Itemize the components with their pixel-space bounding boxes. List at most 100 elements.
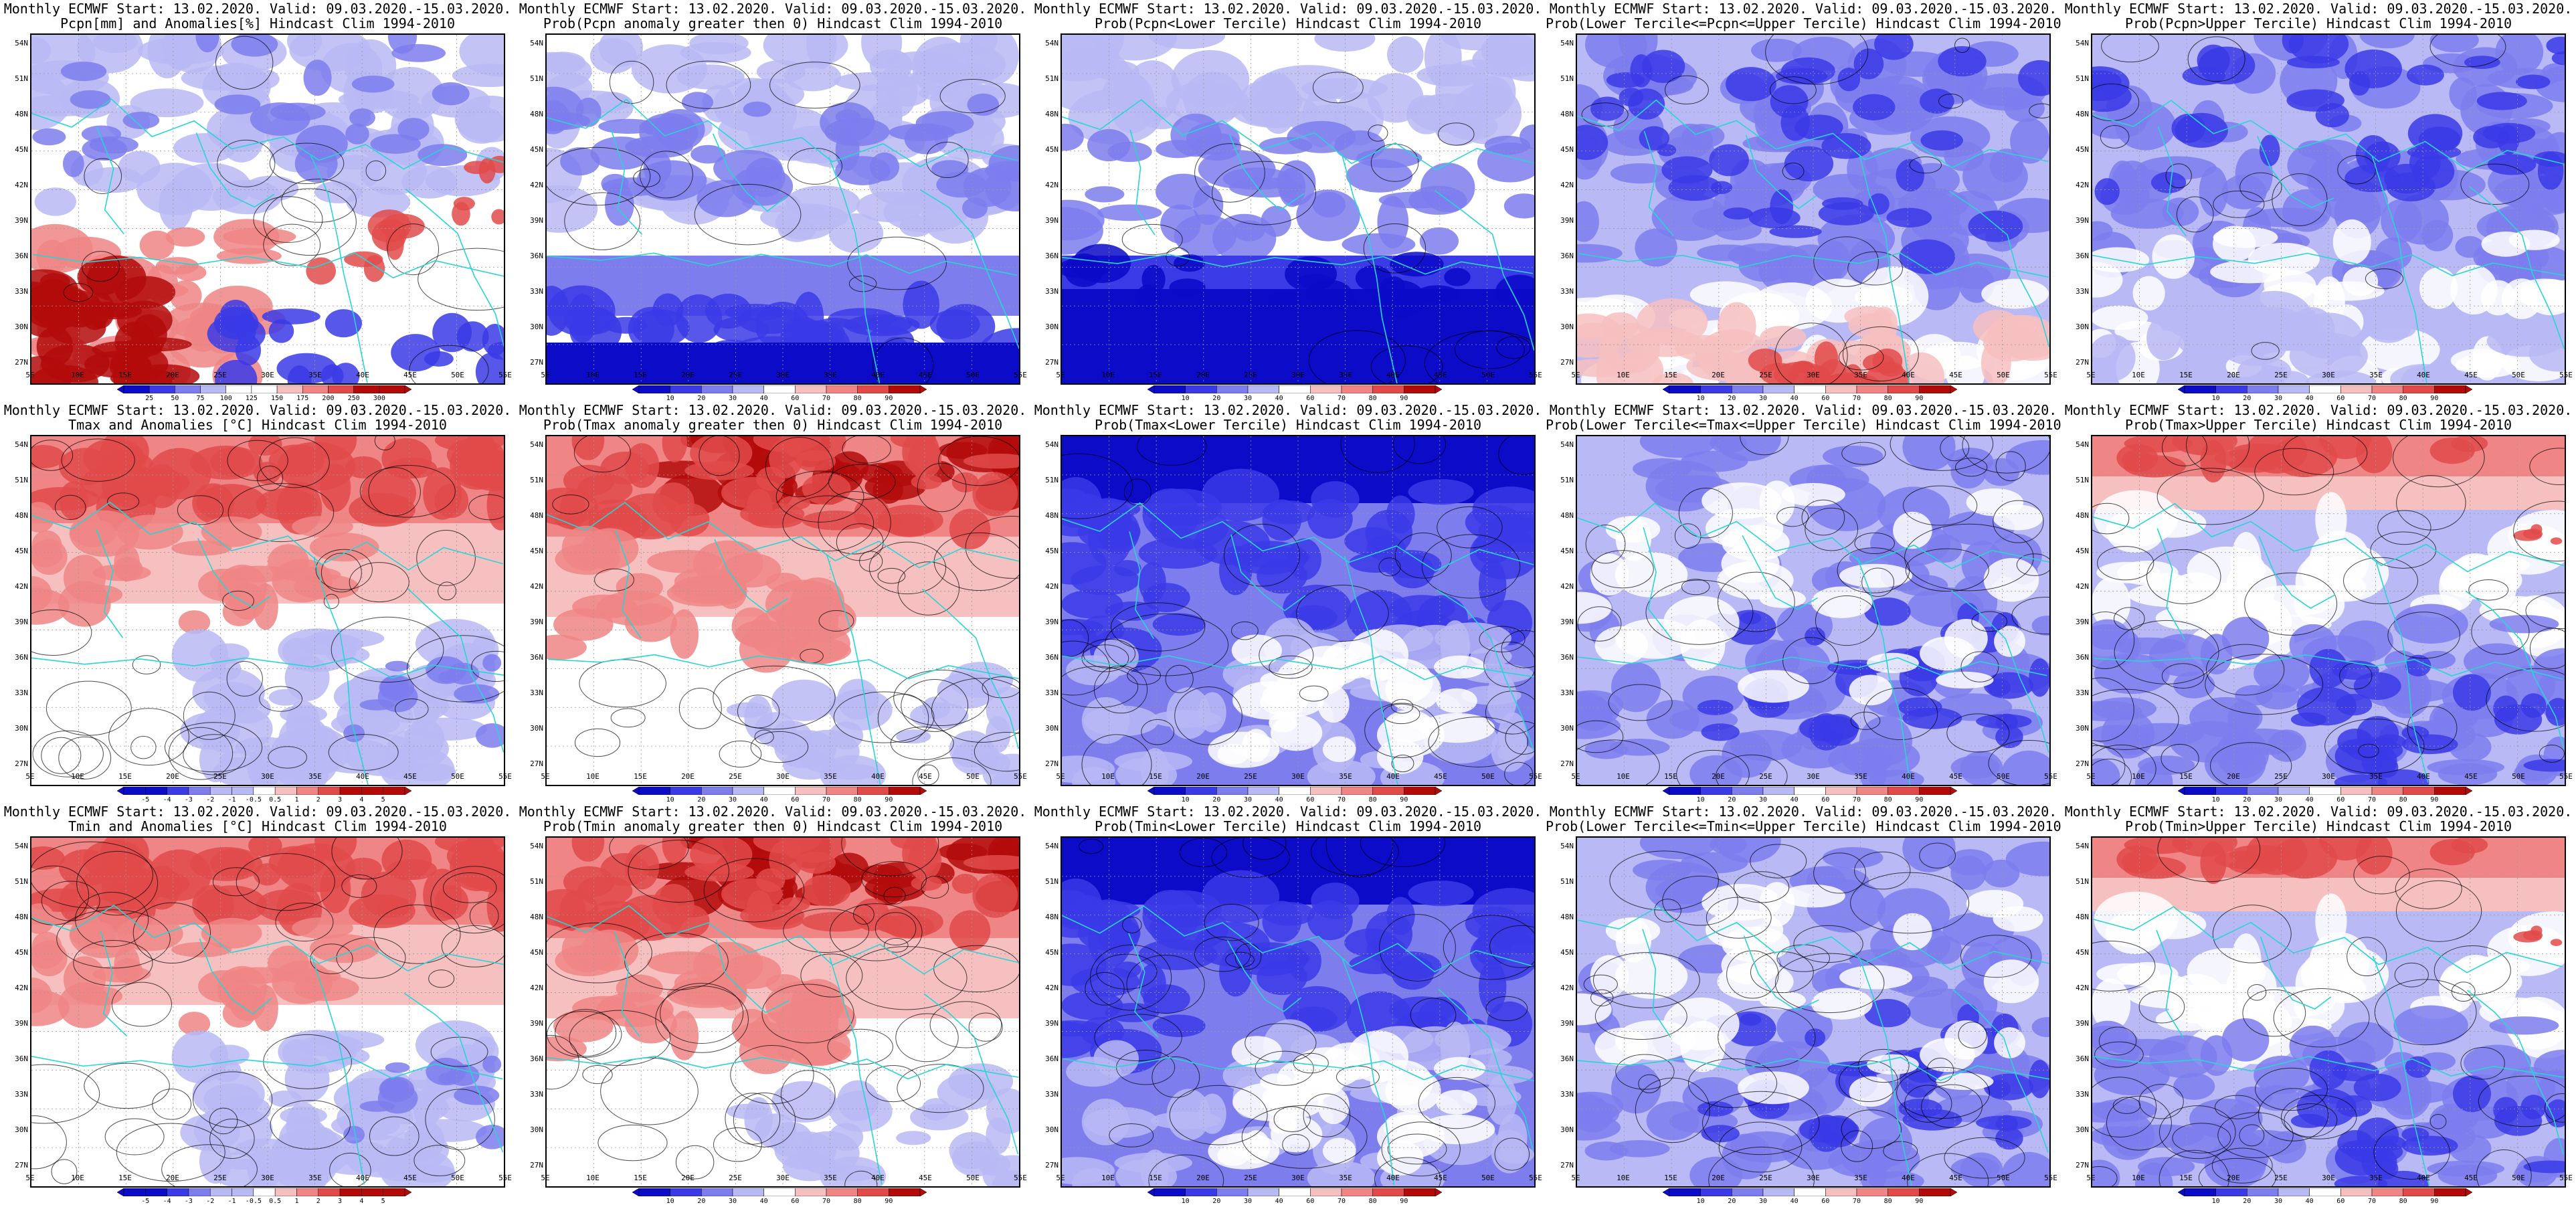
longitude-label: 5E: [541, 1174, 550, 1182]
latitude-label: 48N: [530, 110, 543, 118]
longitude-label: 15E: [1149, 1174, 1162, 1182]
panel-title-line2: Prob(Lower Tercile<=Tmin<=Upper Tercile)…: [1546, 818, 2061, 834]
longitude-label: 25E: [2274, 772, 2288, 781]
longitude-label: 30E: [776, 772, 790, 781]
latitude-label: 51N: [1560, 877, 1574, 886]
forecast-panel: Monthly ECMWF Start: 13.02.2020. Valid: …: [2061, 401, 2576, 804]
map-field: [1577, 35, 2049, 383]
latitude-label: 48N: [15, 110, 28, 118]
latitude-label: 48N: [1045, 110, 1059, 118]
longitude-label: 50E: [1997, 1174, 2010, 1182]
longitude-label: 35E: [1854, 371, 1867, 379]
latitude-label: 36N: [530, 1054, 543, 1063]
longitude-label: 30E: [776, 1174, 790, 1182]
latitude-label: 39N: [2076, 216, 2089, 225]
latitude-label: 33N: [15, 287, 28, 296]
colorbar-label: 80: [1883, 1198, 1892, 1205]
colorbar: [117, 787, 411, 795]
panel-title-line1: Monthly ECMWF Start: 13.02.2020. Valid: …: [519, 1, 1027, 17]
longitude-label: 40E: [1386, 772, 1400, 781]
colorbar-label: 90: [1915, 796, 1924, 804]
longitude-label: 45E: [403, 772, 417, 781]
latitude-label: 42N: [15, 582, 28, 591]
longitude-label: 30E: [261, 772, 274, 781]
panel-title-line2: Prob(Lower Tercile<=Tmax<=Upper Tercile)…: [1546, 417, 2061, 433]
latitude-label: 33N: [530, 1090, 543, 1099]
panel-title-line1: Monthly ECMWF Start: 13.02.2020. Valid: …: [2064, 402, 2573, 418]
colorbar-label: 70: [822, 1198, 831, 1205]
colorbar-label: 80: [1368, 1198, 1377, 1205]
latitude-label: 45N: [1560, 547, 1574, 555]
longitude-label: 20E: [2227, 371, 2240, 379]
latitude-label: 48N: [530, 511, 543, 520]
map-field: [2092, 436, 2565, 785]
colorbar-label: 60: [2336, 395, 2345, 402]
colorbar-label: 30: [2274, 395, 2283, 402]
colorbar-label: 100: [219, 395, 232, 402]
latitude-label: 51N: [2076, 877, 2089, 886]
latitude-label: 48N: [15, 913, 28, 921]
latitude-label: 30N: [15, 1125, 28, 1134]
colorbar-label: 80: [853, 796, 862, 804]
longitude-label: 5E: [2086, 772, 2096, 781]
forecast-panel: Monthly ECMWF Start: 13.02.2020. Valid: …: [1546, 0, 2061, 403]
longitude-label: 30E: [1291, 371, 1305, 379]
longitude-label: 25E: [1759, 1174, 1772, 1182]
latitude-label: 39N: [530, 216, 543, 225]
longitude-label: 20E: [1196, 772, 1210, 781]
longitude-label: 30E: [2322, 371, 2335, 379]
latitude-label: 36N: [530, 653, 543, 662]
map-field: [1577, 436, 2049, 785]
longitude-label: 15E: [1149, 371, 1162, 379]
longitude-label: 10E: [1101, 772, 1115, 781]
longitude-label: 10E: [1617, 772, 1630, 781]
colorbar-label: 90: [1400, 1198, 1408, 1205]
longitude-label: 30E: [1291, 772, 1305, 781]
longitude-label: 55E: [1014, 1174, 1027, 1182]
latitude-label: 48N: [530, 913, 543, 921]
latitude-label: 36N: [1045, 1054, 1059, 1063]
panel-title-line2: Prob(Tmin>Upper Tercile) Hindcast Clim 1…: [2125, 818, 2512, 834]
longitude-label: 45E: [403, 371, 417, 379]
panel-title-line1: Monthly ECMWF Start: 13.02.2020. Valid: …: [1034, 804, 1542, 820]
latitude-label: 33N: [1045, 1090, 1059, 1099]
longitude-label: 35E: [824, 1174, 837, 1182]
longitude-label: 25E: [729, 1174, 742, 1182]
latitude-label: 42N: [15, 181, 28, 189]
longitude-label: 15E: [1149, 772, 1162, 781]
latitude-label: 54N: [1560, 440, 1574, 449]
longitude-label: 50E: [2512, 772, 2525, 781]
longitude-label: 55E: [2559, 371, 2573, 379]
longitude-label: 40E: [1902, 1174, 1915, 1182]
colorbar-label: 1: [294, 796, 299, 804]
latitude-label: 33N: [1560, 688, 1574, 697]
longitude-label: 35E: [308, 371, 322, 379]
colorbar-label: 90: [2430, 395, 2439, 402]
colorbar-label: 30: [1243, 796, 1253, 804]
latitude-label: 30N: [1560, 322, 1574, 331]
longitude-label: 5E: [1056, 371, 1065, 379]
map-field: [547, 838, 1019, 1186]
latitude-label: 45N: [1045, 948, 1059, 957]
longitude-label: 55E: [2559, 1174, 2573, 1182]
latitude-label: 48N: [1045, 913, 1059, 921]
colorbar-label: 40: [759, 395, 768, 402]
colorbar-label: -4: [163, 796, 171, 804]
colorbar-label: 75: [196, 395, 205, 402]
colorbar-label: 10: [2211, 395, 2220, 402]
colorbar-label: 20: [1728, 1198, 1736, 1205]
colorbar-label: 60: [1306, 796, 1315, 804]
latitude-label: 51N: [530, 877, 543, 886]
longitude-label: 50E: [966, 772, 980, 781]
colorbar-label: 10: [1696, 1198, 1705, 1205]
longitude-label: 5E: [25, 1174, 35, 1182]
colorbar-label: 300: [373, 395, 385, 402]
colorbar-label: 90: [885, 395, 893, 402]
colorbar-label: 40: [1275, 1198, 1283, 1205]
colorbar-label: 40: [759, 796, 768, 804]
longitude-label: 40E: [1386, 1174, 1400, 1182]
longitude-label: 45E: [1949, 1174, 1962, 1182]
colorbar-label: 40: [1275, 395, 1283, 402]
longitude-label: 35E: [2369, 1174, 2383, 1182]
colorbar-label: 10: [2211, 796, 2220, 804]
